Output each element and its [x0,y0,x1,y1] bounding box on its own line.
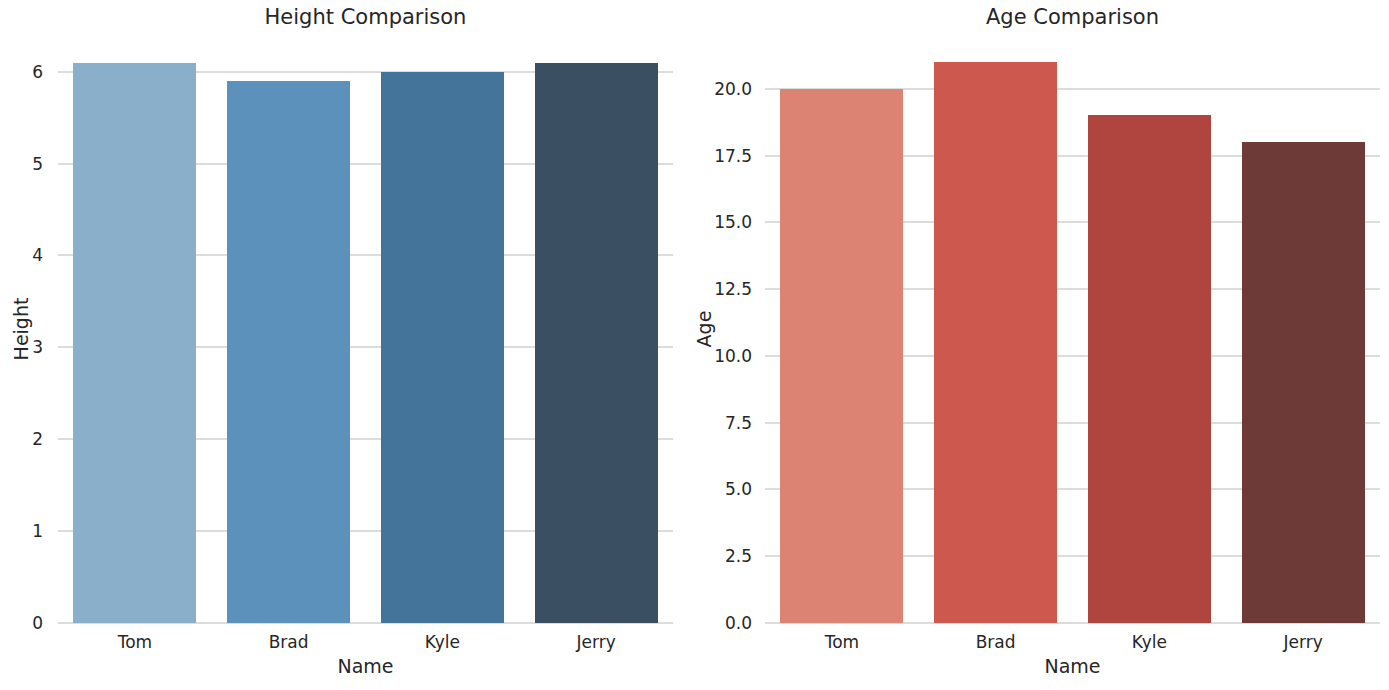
chart-title: Height Comparison [58,5,673,29]
chart-title: Age Comparison [765,5,1380,29]
x-tick-label: Jerry [577,632,616,652]
bar-tom [780,89,903,623]
x-axis-label: Name [765,655,1380,677]
plot-area [58,34,673,623]
y-tick-label: 1 [32,521,43,541]
x-tick-label: Tom [825,632,859,652]
figure-canvas: Height Comparison Height Name 0 1 2 3 4 5 6 Tom… [0,0,1389,690]
x-tick-label: Tom [118,632,152,652]
y-tick-label: 17.5 [714,146,752,166]
y-tick-label: 10.0 [714,346,752,366]
bar-brad [934,62,1057,623]
y-axis-label: Height [10,297,32,360]
x-tick-label: Kyle [1132,632,1167,652]
y-tick-label: 0 [32,613,43,633]
plot-area [765,34,1380,623]
x-tick-label: Brad [269,632,309,652]
y-axis-label: Age [693,310,715,347]
y-tick-label: 0.0 [725,613,752,633]
bar-brad [227,81,350,623]
y-tick-label: 2 [32,429,43,449]
bar-tom [73,63,196,624]
x-axis-label: Name [58,655,673,677]
x-tick-label: Brad [976,632,1016,652]
y-tick-label: 15.0 [714,212,752,232]
bar-jerry [535,63,658,624]
x-tick-label: Kyle [425,632,460,652]
x-tick-label: Jerry [1284,632,1323,652]
y-tick-label: 3 [32,337,43,357]
y-tick-label: 5 [32,154,43,174]
bar-kyle [1088,115,1211,623]
y-tick-label: 4 [32,245,43,265]
y-tick-label: 6 [32,62,43,82]
y-tick-label: 12.5 [714,279,752,299]
y-tick-label: 2.5 [725,546,752,566]
bar-jerry [1242,142,1365,623]
y-tick-label: 20.0 [714,79,752,99]
y-tick-label: 5.0 [725,479,752,499]
bar-kyle [381,72,504,623]
y-tick-label: 7.5 [725,413,752,433]
